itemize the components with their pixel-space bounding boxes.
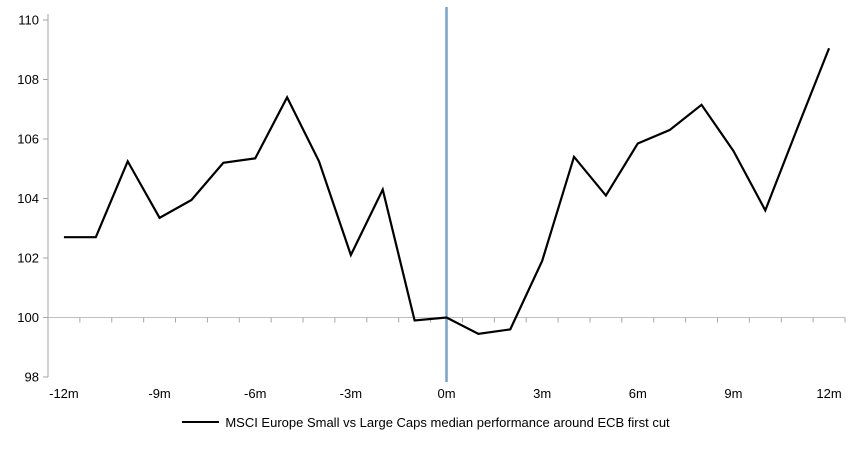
- x-axis-tick-label: -3m: [340, 386, 362, 401]
- x-axis-tick-label: 3m: [533, 386, 551, 401]
- y-axis-tick-label: 110: [18, 13, 39, 28]
- x-axis-tick-label: 12m: [816, 386, 841, 401]
- legend-line-swatch: [182, 421, 220, 423]
- y-axis-tick-label: 104: [17, 191, 39, 206]
- y-axis-tick-label: 108: [17, 72, 39, 87]
- line-chart-canvas: 98 100 102 104 106 108 110 -12m -9m -6m -3m 0m 3m 6m 9…: [17, 7, 846, 401]
- legend-label: MSCI Europe Small vs Large Caps median p…: [225, 414, 670, 430]
- x-axis-tick-label: 9m: [724, 386, 742, 401]
- x-axis-tick-label: 6m: [629, 386, 647, 401]
- x-axis-tick-label: -6m: [244, 386, 266, 401]
- y-axis-tick-label: 102: [17, 251, 39, 266]
- y-axis-tick-label: 100: [17, 310, 39, 325]
- x-axis-tick-label: -9m: [148, 386, 170, 401]
- legend: MSCI Europe Small vs Large Caps median p…: [0, 412, 852, 432]
- y-axis-tick-label: 98: [25, 370, 39, 385]
- x-axis-tick-label: -12m: [49, 386, 79, 401]
- y-axis-tick-label: 106: [17, 132, 39, 147]
- series-line: [63, 47, 831, 336]
- x-axis-tick-label: 0m: [437, 386, 455, 401]
